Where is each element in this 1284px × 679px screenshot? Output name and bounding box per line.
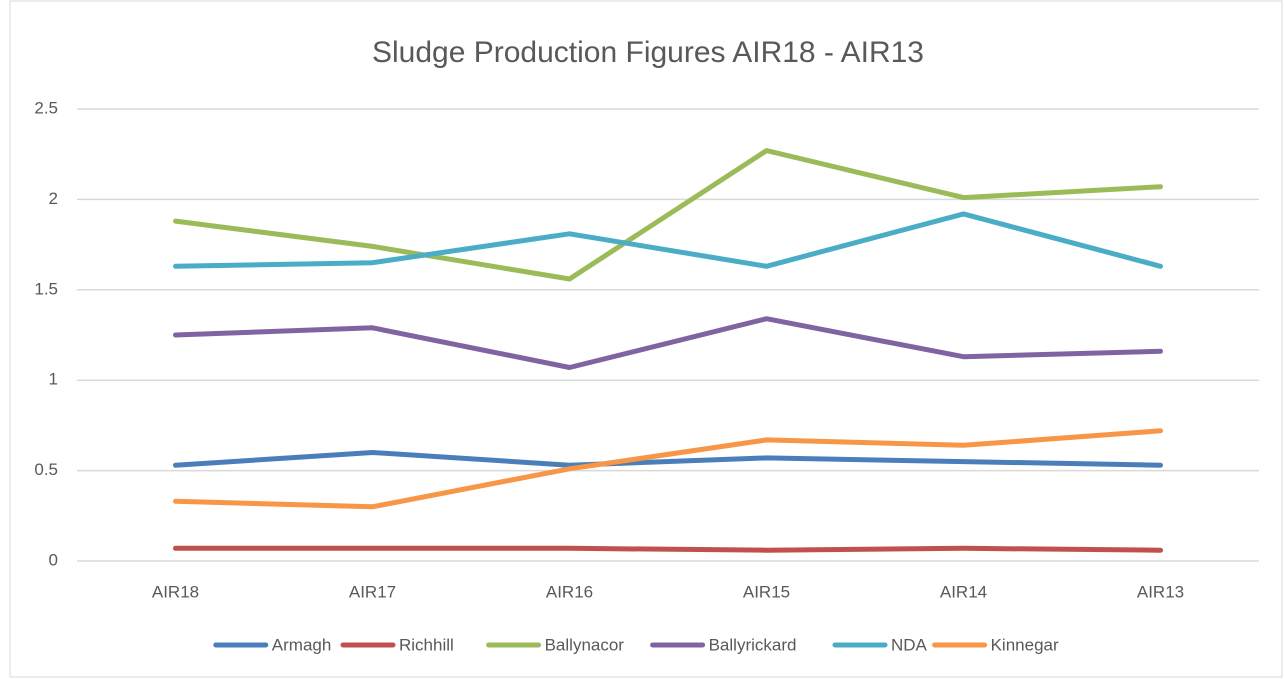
series-line (173, 450, 1163, 468)
legend-label: Richhill (399, 635, 454, 654)
x-tick-label: AIR14 (940, 582, 987, 601)
y-tick-label: 1 (49, 370, 58, 389)
x-tick-label: AIR17 (349, 582, 396, 601)
series-line (173, 211, 1163, 269)
chart-title: Sludge Production Figures AIR18 - AIR13 (372, 36, 924, 69)
y-tick-label: 0.5 (34, 460, 58, 479)
x-tick-label: AIR15 (743, 582, 790, 601)
legend-label: Ballyrickard (709, 635, 797, 654)
legend-label: NDA (891, 635, 928, 654)
chart-border (9, 0, 1283, 678)
x-tick-label: AIR13 (1137, 582, 1184, 601)
series-line (173, 545, 1163, 553)
y-tick-label: 2.5 (34, 98, 58, 117)
series-line (173, 428, 1163, 510)
y-tick-label: 2 (49, 189, 58, 208)
legend-label: Ballynacor (545, 635, 625, 654)
series-line (173, 148, 1163, 282)
series-line (173, 316, 1163, 370)
x-tick-label: AIR18 (152, 582, 199, 601)
y-tick-label: 0 (49, 550, 58, 569)
x-tick-label: AIR16 (546, 582, 593, 601)
legend-label: Armagh (272, 635, 332, 654)
legend-label: Kinnegar (991, 635, 1059, 654)
y-tick-label: 1.5 (34, 279, 58, 298)
